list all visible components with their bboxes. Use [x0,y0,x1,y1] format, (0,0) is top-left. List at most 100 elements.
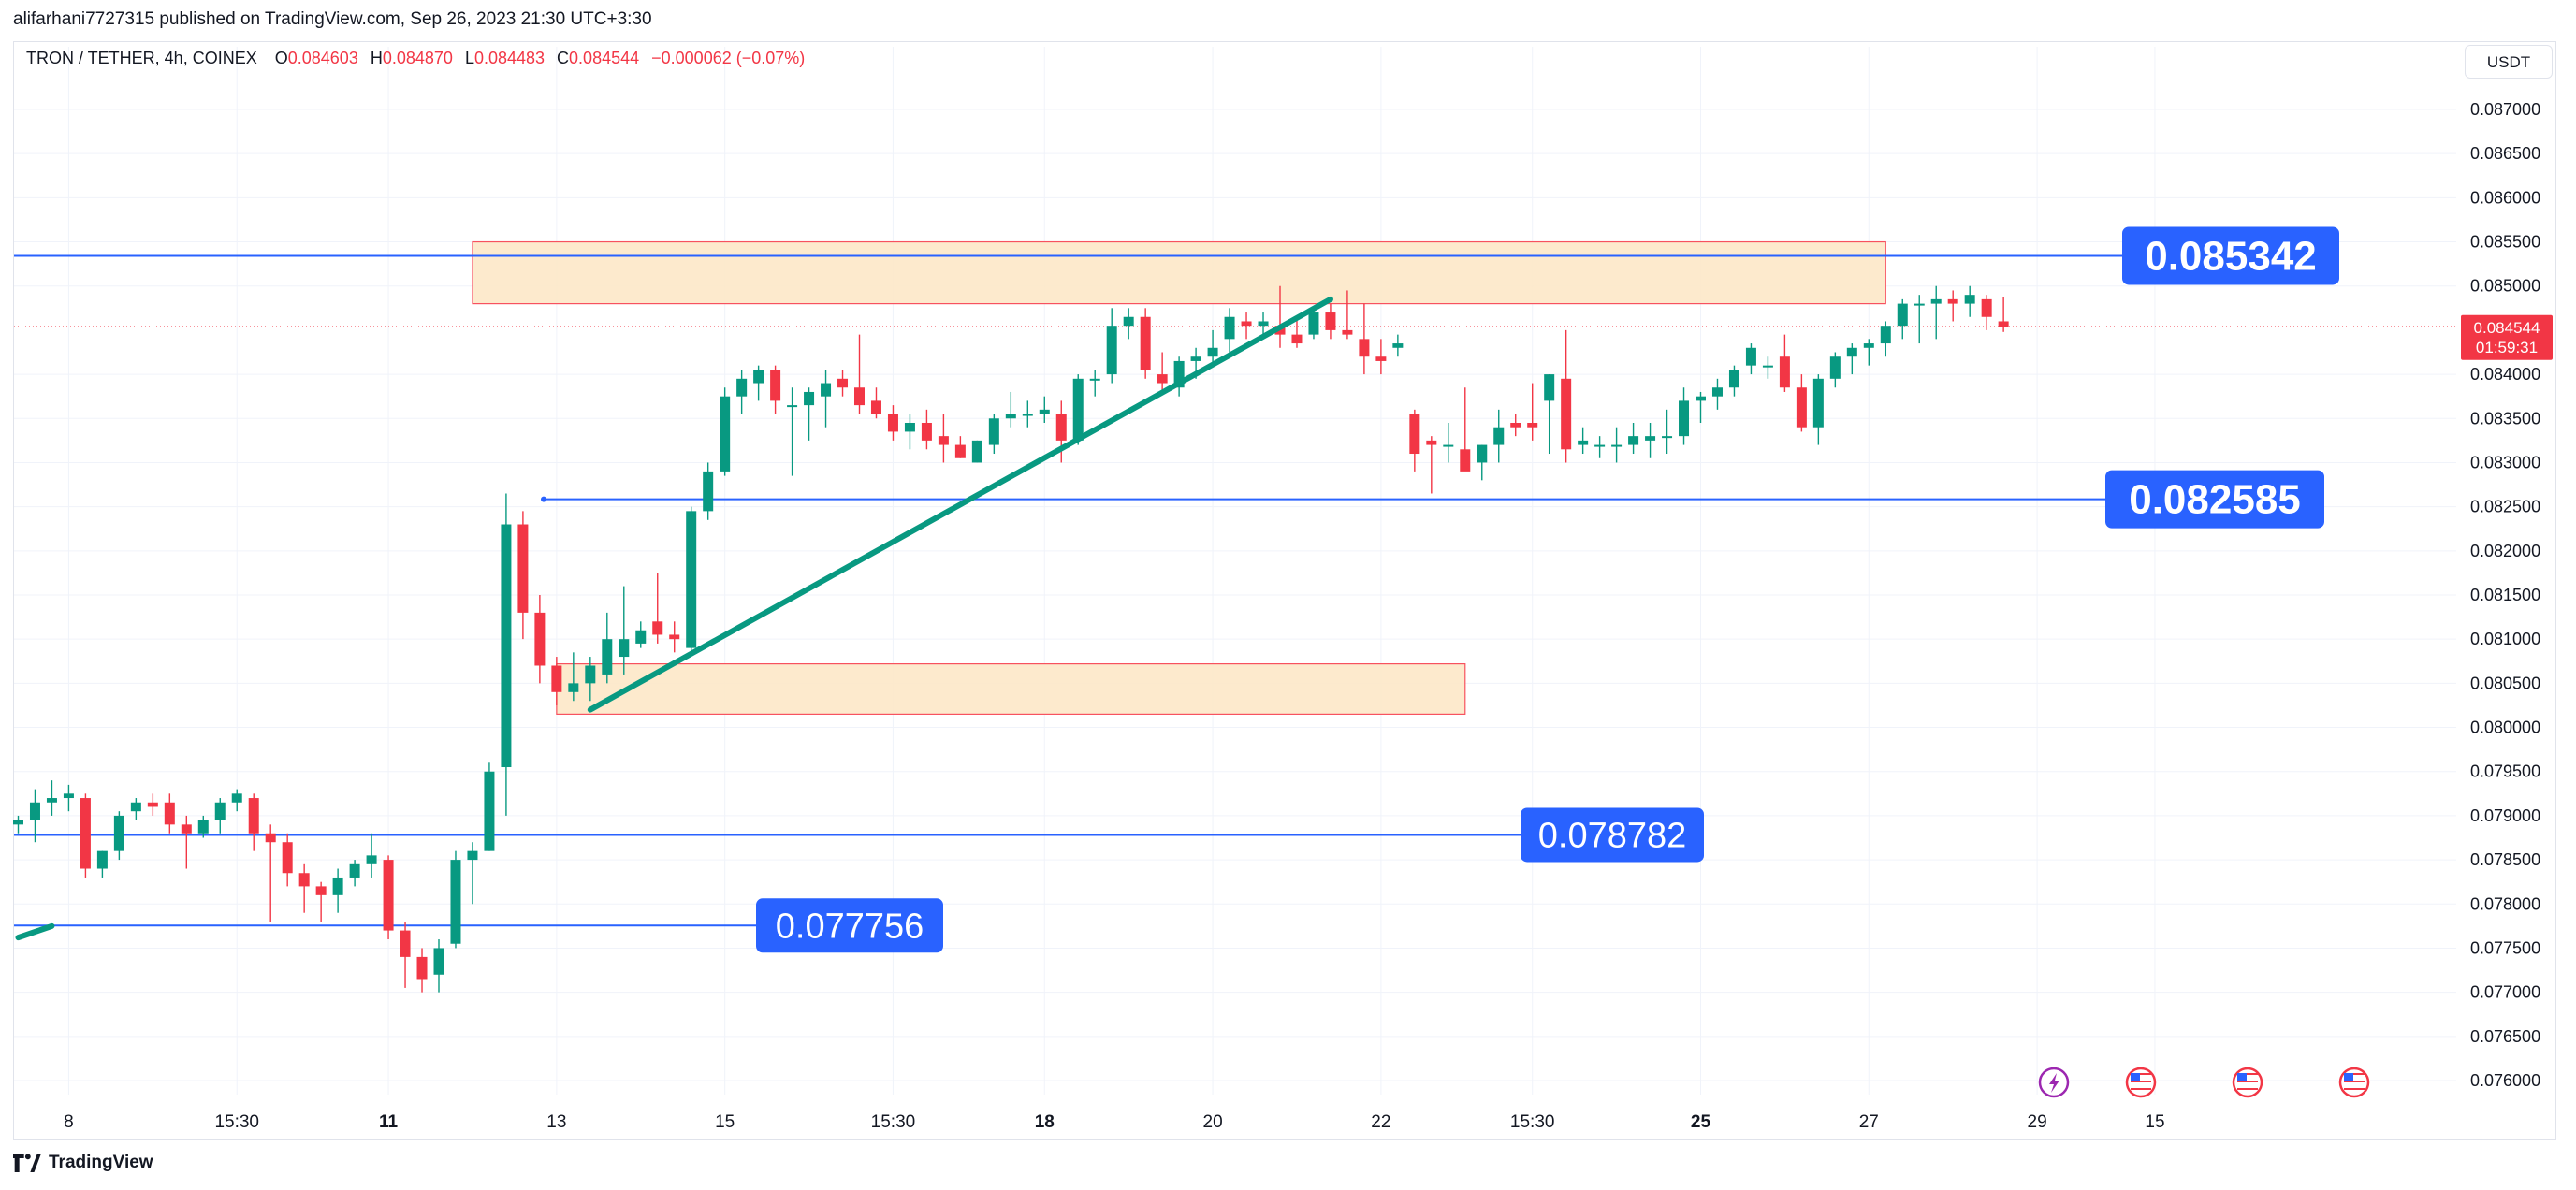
symbol-title[interactable]: TRON / TETHER, 4h, COINEX [26,49,257,67]
candle-body [517,524,529,613]
candle-body [1157,374,1168,384]
candle-up [1578,427,1589,455]
price-tick-label: 0.077000 [2470,983,2540,1002]
candle-body [669,634,680,640]
change-value: −0.000062 (−0.07%) [651,49,806,67]
candle-body [1426,440,1437,445]
footer-brand-text: TradingView [49,1153,153,1172]
candle-body [332,877,343,895]
candle-body [1930,298,1942,304]
price-tick-label: 0.083000 [2470,453,2540,472]
price-tick-label: 0.083500 [2470,409,2540,428]
time-tick-label: 8 [64,1112,74,1132]
candle-body [433,948,444,975]
candle-body [366,855,377,864]
price-tick-label: 0.082000 [2470,542,2540,560]
candle-body [1897,303,1908,327]
candle-up [1645,422,1656,458]
candle-body [1443,444,1454,447]
candle-down [1342,290,1353,340]
candle-body [80,798,91,869]
price-tick-label: 0.079000 [2470,806,2540,825]
candle-body [416,956,428,980]
price-tick-label: 0.085000 [2470,277,2540,296]
candle-down [1241,312,1252,340]
candle-body [870,400,881,414]
candle-body [1728,370,1739,388]
candle-down [652,573,663,644]
time-tick-label: 20 [1203,1112,1223,1132]
candle-up [197,815,209,838]
candle-up [619,586,630,675]
candle-up [1493,409,1505,463]
candle-body [1880,326,1891,344]
candle-body [1207,347,1218,357]
candle-up [484,762,495,851]
candle-up [1964,285,1975,317]
candle-body [1477,444,1488,463]
candle-body [954,444,966,458]
candle-up [1930,285,1942,340]
candle-body [1561,378,1572,450]
close-label: C [557,49,570,67]
candle-body [904,422,915,432]
chart-frame[interactable] [13,41,2556,1140]
price-tick-label: 0.085500 [2470,233,2540,252]
price-tick-label: 0.078500 [2470,850,2540,869]
candle-body [1022,414,1033,416]
candle-body [854,387,865,406]
candle-up [1829,352,1841,388]
candle-body [1005,414,1016,419]
candle-body [804,391,815,406]
candle-up [1711,378,1723,410]
candle-body [298,873,310,887]
candle-body [1998,321,2009,327]
candle-body [400,930,411,957]
candle-up [1745,343,1756,375]
candle-up [113,811,124,861]
candle-down [164,793,175,834]
candle-body [686,511,697,648]
time-tick-label: 15:30 [1510,1112,1555,1132]
icon-bolt [2049,1073,2059,1093]
candle-body [1846,347,1857,357]
candle-down [534,595,546,684]
candle-body [1779,356,1790,388]
candle-body [1359,339,1370,357]
candle-body [315,886,327,895]
candle-up [686,506,697,653]
candle-body [988,418,999,445]
trendline [587,296,1333,713]
candle-up [349,860,360,887]
candle-up [1662,409,1673,455]
candle-body [63,793,74,799]
candle-down [147,793,158,816]
candle-body [1964,295,1975,304]
candle-body [619,639,630,658]
candle-body [467,850,478,861]
high-value: 0.084870 [382,49,453,67]
candle-body [1325,312,1336,330]
candle-up [703,462,714,520]
ohlc-legend: TRON / TETHER, 4h, COINEX O0.084603 H0.0… [26,49,812,68]
currency-button[interactable]: USDT [2465,45,2553,79]
footer-brand[interactable]: TradingView [13,1153,153,1173]
candle-body [787,405,798,408]
candle-body [1173,360,1185,388]
candle-up [971,440,982,463]
icon-stripe [2344,1073,2365,1075]
candle-body [1762,365,1773,368]
trendlines [15,296,1333,941]
candle-body [703,471,714,512]
candle-body [1829,356,1841,379]
open-value: 0.084603 [287,49,358,67]
icon-canton [2344,1073,2353,1081]
candle-body [13,820,23,825]
supply-demand-zone [472,240,1886,305]
candle-down [887,405,898,441]
candle-down [1140,308,1151,379]
candle-body [1578,440,1589,445]
candle-down [80,793,91,878]
candle-body [1947,298,1958,304]
